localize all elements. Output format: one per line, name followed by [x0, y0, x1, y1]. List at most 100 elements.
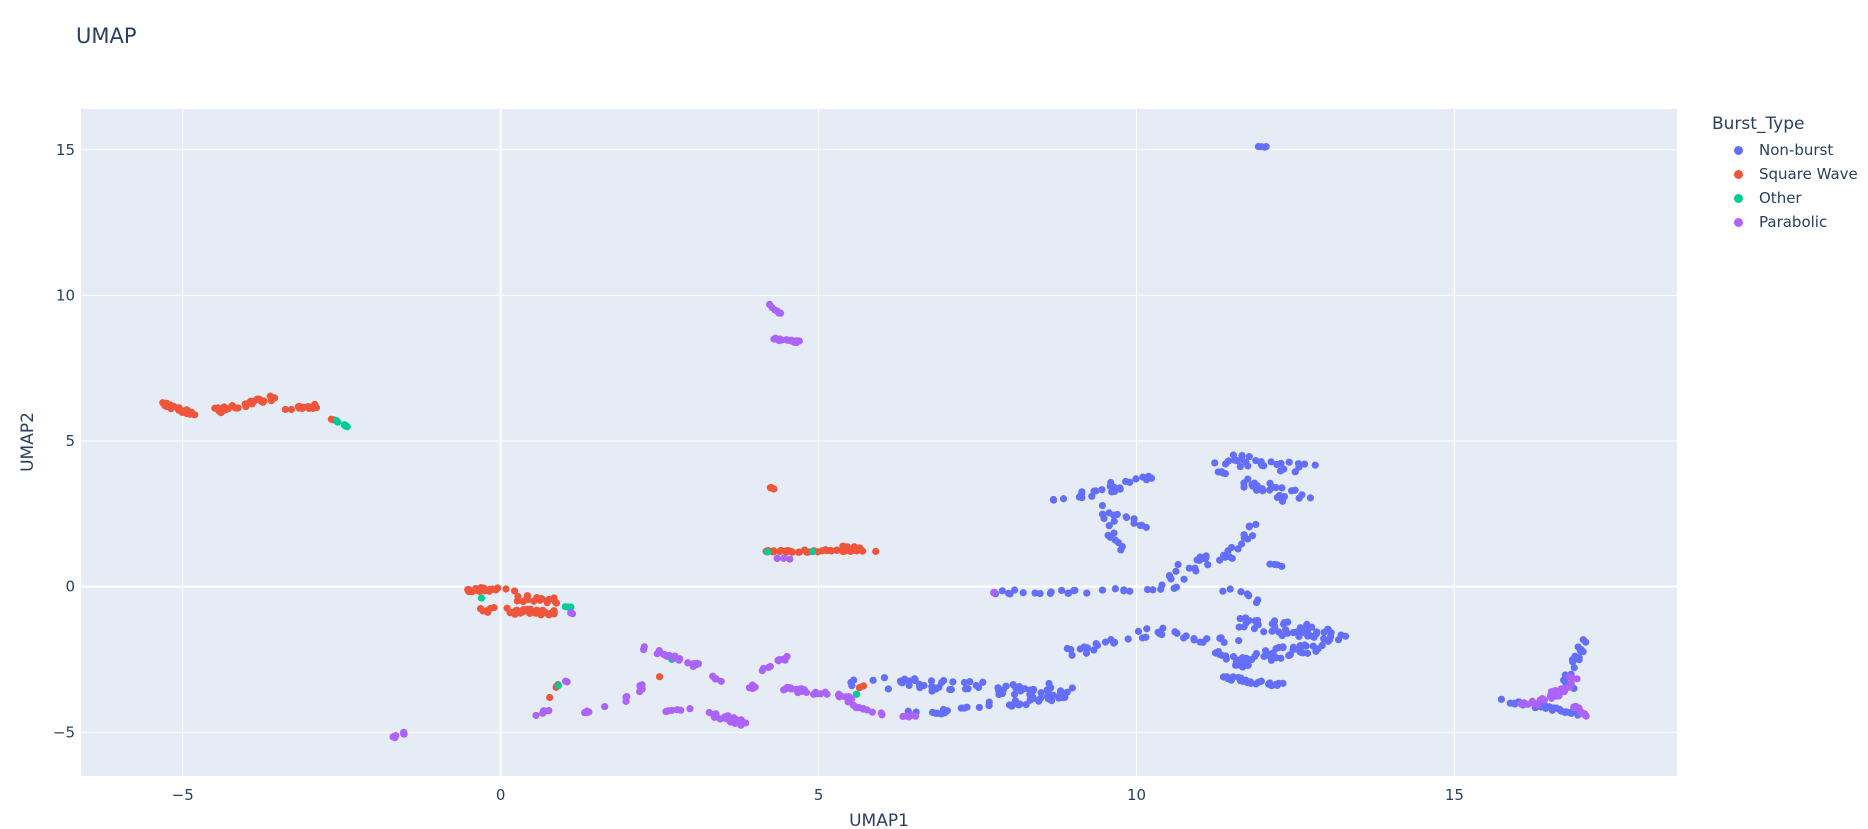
data-point[interactable]	[1002, 682, 1010, 690]
data-point[interactable]	[676, 655, 684, 663]
data-point[interactable]	[1098, 501, 1107, 510]
data-point[interactable]	[1276, 491, 1284, 500]
data-point[interactable]	[975, 703, 983, 712]
data-point[interactable]	[773, 307, 782, 315]
data-point[interactable]	[255, 395, 263, 403]
data-point[interactable]	[536, 596, 544, 604]
data-point[interactable]	[1219, 587, 1227, 595]
data-point[interactable]	[966, 677, 974, 686]
data-point[interactable]	[1022, 701, 1030, 709]
data-point[interactable]	[1565, 683, 1573, 691]
data-point[interactable]	[1302, 642, 1310, 650]
data-point[interactable]	[1272, 654, 1280, 662]
data-point[interactable]	[211, 404, 219, 412]
data-point[interactable]	[343, 423, 351, 431]
data-point[interactable]	[271, 394, 279, 402]
data-point[interactable]	[717, 677, 725, 685]
data-point[interactable]	[1260, 628, 1268, 636]
data-point[interactable]	[1291, 486, 1299, 494]
data-point[interactable]	[844, 698, 852, 706]
data-point[interactable]	[530, 597, 538, 605]
data-point[interactable]	[1124, 635, 1132, 643]
data-point[interactable]	[1234, 673, 1243, 682]
data-point[interactable]	[636, 687, 644, 696]
data-point[interactable]	[1300, 460, 1309, 468]
data-point[interactable]	[1280, 465, 1288, 473]
data-point[interactable]	[1203, 635, 1211, 643]
data-point[interactable]	[502, 585, 510, 593]
data-point[interactable]	[1116, 485, 1124, 493]
data-point[interactable]	[662, 707, 670, 716]
data-point[interactable]	[795, 548, 804, 556]
data-point[interactable]	[792, 337, 801, 345]
data-point[interactable]	[1252, 599, 1261, 607]
data-point[interactable]	[1107, 478, 1115, 487]
data-point[interactable]	[1258, 461, 1266, 470]
data-point[interactable]	[191, 411, 199, 419]
data-point[interactable]	[1019, 589, 1027, 597]
data-point[interactable]	[1105, 522, 1113, 530]
data-point[interactable]	[1530, 700, 1538, 708]
data-point[interactable]	[877, 709, 885, 717]
data-point[interactable]	[1298, 491, 1306, 499]
data-point[interactable]	[1132, 475, 1140, 483]
data-point[interactable]	[1224, 457, 1233, 465]
data-point[interactable]	[905, 681, 913, 690]
data-point[interactable]	[852, 690, 861, 698]
data-point[interactable]	[514, 592, 522, 601]
data-point[interactable]	[400, 728, 408, 736]
data-point[interactable]	[949, 678, 957, 686]
data-point[interactable]	[1252, 456, 1260, 465]
data-point[interactable]	[543, 596, 551, 605]
data-point[interactable]	[1236, 462, 1244, 471]
data-point[interactable]	[1138, 634, 1147, 642]
data-point[interactable]	[716, 715, 724, 723]
data-point[interactable]	[1242, 654, 1250, 662]
data-point[interactable]	[1143, 625, 1151, 633]
data-point[interactable]	[492, 586, 500, 594]
data-point[interactable]	[1245, 592, 1253, 600]
data-point[interactable]	[1204, 561, 1212, 569]
data-point[interactable]	[1105, 509, 1113, 517]
data-point[interactable]	[546, 693, 554, 702]
data-point[interactable]	[1214, 647, 1223, 656]
data-point[interactable]	[1240, 531, 1248, 539]
data-point[interactable]	[780, 554, 788, 562]
data-point[interactable]	[1268, 483, 1276, 491]
data-point[interactable]	[1517, 700, 1525, 708]
data-point[interactable]	[911, 675, 919, 683]
data-point[interactable]	[787, 685, 795, 693]
data-point[interactable]	[1245, 452, 1253, 461]
data-point[interactable]	[1110, 529, 1118, 537]
data-point[interactable]	[730, 714, 738, 722]
data-point[interactable]	[568, 610, 577, 618]
data-point[interactable]	[509, 608, 517, 616]
data-point[interactable]	[1196, 638, 1204, 646]
data-point[interactable]	[1122, 477, 1130, 486]
data-point[interactable]	[1553, 689, 1561, 697]
data-point[interactable]	[1222, 655, 1230, 663]
data-point[interactable]	[908, 711, 916, 719]
data-point[interactable]	[974, 683, 983, 692]
data-point[interactable]	[809, 548, 817, 556]
data-point[interactable]	[1173, 629, 1181, 637]
data-point[interactable]	[1239, 663, 1247, 671]
data-point[interactable]	[601, 703, 609, 711]
data-point[interactable]	[1068, 684, 1076, 692]
data-point[interactable]	[724, 712, 732, 720]
data-point[interactable]	[490, 603, 498, 612]
data-point[interactable]	[847, 678, 855, 687]
data-point[interactable]	[1303, 649, 1312, 657]
data-point[interactable]	[1156, 630, 1164, 638]
data-point[interactable]	[1273, 460, 1281, 469]
data-point[interactable]	[821, 688, 829, 696]
data-point[interactable]	[1236, 614, 1244, 623]
data-point[interactable]	[1093, 641, 1101, 650]
data-point[interactable]	[1049, 495, 1058, 504]
series-non-burst[interactable]	[847, 142, 1590, 719]
data-point[interactable]	[1158, 581, 1166, 589]
data-point[interactable]	[477, 594, 486, 602]
data-point[interactable]	[900, 675, 909, 683]
data-point[interactable]	[927, 677, 936, 685]
data-point[interactable]	[1244, 462, 1252, 470]
